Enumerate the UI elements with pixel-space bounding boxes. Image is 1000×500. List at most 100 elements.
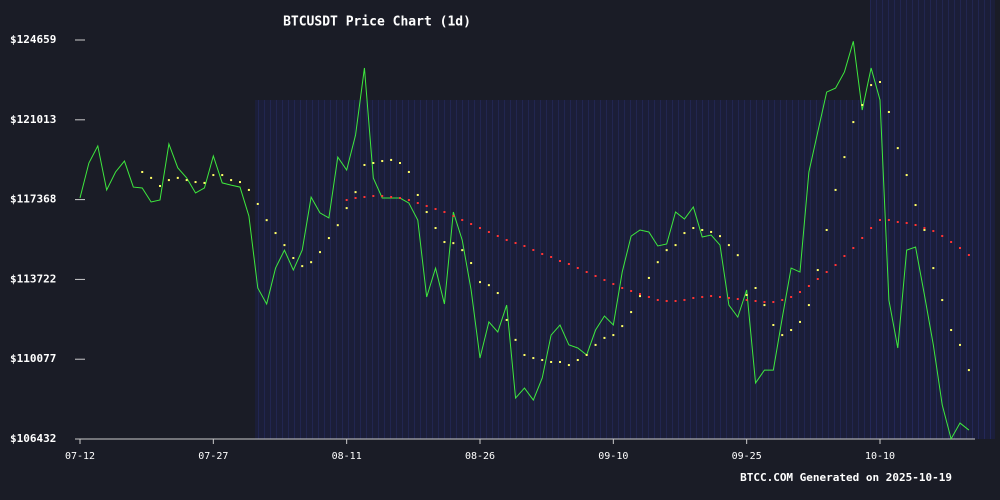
ma-dot [159,184,161,187]
ma-dot [923,228,926,231]
ma-dot [621,286,624,289]
ma-dot [647,276,650,279]
ma-dot [674,244,677,247]
ma-dot [407,170,410,173]
ma-dot [754,300,757,303]
ma-dot [879,219,881,222]
ma-dot [612,283,615,286]
ma-dot [665,249,668,252]
y-tick-label: $113722 [10,272,56,285]
ma-dot [692,297,695,300]
ma-dot [567,263,570,266]
ma-dot [896,220,899,223]
ma-dot [212,174,215,177]
ma-dot [283,244,286,247]
ma-dot [381,160,384,163]
ma-dot [514,242,517,245]
ma-dot [274,232,277,235]
ma-dot [150,176,153,179]
y-tick-label: $124659 [10,33,56,46]
ma-dot [247,188,250,191]
ma-dot [230,179,233,182]
ma-dot [950,329,953,332]
ma-dot [959,247,961,250]
ma-dot [923,227,926,230]
ma-dot [665,300,668,303]
ma-dot [639,295,641,298]
ma-dot [816,269,819,272]
ma-dot [363,163,366,166]
ma-dot [416,193,419,196]
shaded-band [870,0,995,439]
ma-dot [452,242,455,245]
ma-dot [585,353,588,356]
ma-dot [319,251,321,254]
ma-dot [523,245,526,248]
ma-dot [390,158,393,161]
x-tick-label: 07-27 [198,451,228,462]
ma-dot [470,262,473,265]
footer: BTCC.COM Generated on 2025-10-19 [740,471,952,484]
ma-dot [612,334,615,337]
ma-dot [630,311,633,314]
ma-dot [416,202,419,205]
ma-dot [754,286,757,289]
ma-dot [630,289,633,292]
ma-dot [372,195,375,198]
ma-dot [843,255,846,258]
x-tick-label: 08-26 [465,451,495,462]
ma-dot [514,338,517,341]
ma-dot [887,219,890,222]
ma-dot [701,228,704,231]
ma-dot [239,181,241,184]
ma-dot [656,261,659,264]
ma-dot [861,103,864,106]
x-tick-label: 09-10 [598,451,628,462]
ma-dot [141,170,144,173]
ma-dot [683,298,686,301]
x-tick-label: 09-25 [732,451,762,462]
ma-dot [479,281,481,284]
ma-dot [959,343,961,346]
y-tick-label: $110077 [10,352,56,365]
ma-dot [203,181,206,184]
ma-dot [647,295,650,298]
ma-dot [719,235,721,238]
chart-title: BTCUSDT Price Chart (1d) [283,15,471,30]
ma-dot [425,205,428,208]
ma-dot [550,360,553,363]
ma-dot [176,176,179,179]
x-tick-label: 07-12 [65,451,95,462]
ma-dot [701,295,704,298]
ma-dot [167,179,170,182]
ma-dot [594,343,597,346]
y-tick-label: $117368 [10,193,56,206]
ma-dot [790,329,793,332]
ma-dot [354,191,357,194]
ma-dot [594,275,597,278]
ma-dot [719,295,721,298]
ma-dot [399,162,401,165]
ma-dot [781,298,784,301]
ma-dot [710,295,713,298]
ma-dot [834,188,837,191]
ma-dot [452,215,455,218]
ma-dot [941,299,944,302]
ma-dot [310,261,313,264]
ma-dot [265,219,268,222]
ma-dot [470,223,473,226]
ma-dot [639,292,641,295]
ma-dot [576,267,579,270]
ma-dot [496,235,499,238]
ma-dot [941,235,944,238]
ma-dot [736,298,739,301]
ma-dot [656,298,659,301]
ma-dot [727,244,730,247]
ma-dot [354,197,357,200]
ma-dot [674,300,677,303]
ma-dot [185,179,188,182]
ma-dot [967,369,970,372]
ma-dot [461,249,464,252]
